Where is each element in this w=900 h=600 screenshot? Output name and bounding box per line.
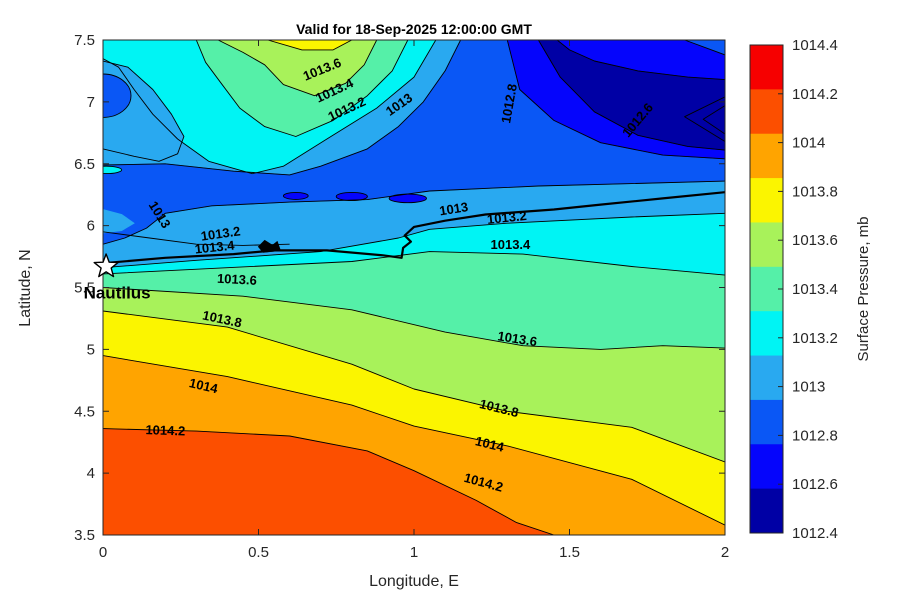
colorbar-block-orange: [750, 133, 783, 179]
contour-label: 1014.2: [145, 422, 185, 438]
contour-line-1012.4: [684, 96, 725, 142]
y-tick-label: 7: [87, 94, 95, 111]
contour-label: 1013.6: [217, 271, 257, 288]
contour-label: 1014: [474, 433, 506, 455]
colorbar-tick-label: 1013: [792, 379, 825, 396]
contour-line-1013.6: [103, 287, 725, 350]
contour-label: 1013.2: [200, 223, 241, 243]
y-tick-label: 4: [87, 465, 95, 482]
x-tick-label: 2: [721, 544, 729, 561]
filled-contour-region-pocket-1012.8-b: [335, 191, 368, 202]
contour-label: 1013.4: [194, 238, 236, 257]
colorbar-tick-label: 1013.2: [792, 330, 838, 347]
colorbar-block-ygreen: [750, 222, 783, 268]
contour-line-1012.4: [702, 105, 725, 135]
y-tick-label: 4.5: [74, 403, 95, 420]
station-label: Nautilus: [84, 284, 151, 303]
contour-line-1013: [103, 40, 462, 176]
colorbar-block-sky: [750, 355, 783, 401]
y-tick-label: 3.5: [74, 527, 95, 544]
y-tick-label: 7.5: [74, 32, 95, 49]
contour-line-1013.2: [103, 212, 725, 269]
colorbar-block-cyan: [750, 311, 783, 357]
contour-label: 1013.4: [491, 237, 532, 252]
contour-line-1013.8: [103, 310, 725, 463]
x-tick-label: 0: [99, 544, 107, 561]
contour-line-1014.2: [103, 428, 555, 535]
colorbar-block-yellow: [750, 178, 783, 223]
filled-contour-region-left-edge-cyan-lens: [103, 165, 123, 175]
contour-line-1012.8: [506, 40, 725, 160]
colorbar-tick-label: 1014: [792, 135, 825, 152]
x-tick-label: 0.5: [248, 544, 269, 561]
colorbar-tick-label: 1012.6: [792, 476, 838, 493]
contour-line-1013.8: [267, 40, 353, 51]
contour-line-1013.2: [103, 40, 437, 175]
contour-line-1012.8: [684, 40, 725, 56]
contour-line-1013.2: [103, 60, 185, 162]
colorbar-title: Surface Pressure, mb: [855, 216, 872, 361]
y-tick-label: 5: [87, 341, 95, 358]
filled-contour-region-pocket-1012.8-a: [282, 191, 309, 200]
colorbar-block-spring: [750, 266, 783, 312]
islet: [257, 239, 281, 253]
contour-label: 1013.6: [496, 328, 538, 349]
contour-label: 1012.8: [498, 83, 520, 125]
x-tick-label: 1.5: [559, 544, 580, 561]
colorbar-block-red: [750, 45, 783, 90]
y-tick-label: 6.5: [74, 156, 95, 173]
contour-line-1014: [103, 355, 725, 526]
contour-label: 1014: [188, 375, 220, 396]
contour-line-1012.6: [556, 40, 725, 81]
axes: 0 0.5 1 1.5 2 7.5 7 6.5 6 5.5 5 4.5 4 3.5: [74, 32, 729, 561]
colorbar-block-pure: [750, 444, 783, 490]
colorbar-tick-label: 1014.2: [792, 86, 838, 103]
x-axis-title: Longitude, E: [369, 573, 459, 590]
y-axis-title: Latitude, N: [17, 249, 34, 326]
colorbar-tick-label: 1014.4: [792, 37, 838, 54]
x-tick-label: 1: [410, 544, 418, 561]
colorbar-tick-label: 1013.8: [792, 183, 838, 200]
filled-contour-region-sky-pocket-left: [103, 209, 135, 234]
y-tick-label: 6: [87, 218, 95, 235]
contour-line-1012.6: [538, 40, 725, 151]
colorbar-tick-label: 1012.8: [792, 427, 838, 444]
colorbar-block-medium: [750, 399, 783, 445]
contour-line-1013: [103, 180, 725, 245]
contour-line-1013.4: [103, 251, 725, 276]
contour-label: 1013.2: [486, 208, 527, 227]
contour-line-1013.2: [103, 231, 290, 246]
contour-label: 1013: [438, 199, 469, 218]
colorbar: 1014.4 1014.2 1014 1013.8 1013.6 1013.4 1013.2…: [749, 37, 838, 542]
colorbar-block-navy: [750, 488, 783, 534]
colorbar-block-orangered: [750, 89, 783, 135]
chart-title: Valid for 18-Sep-2025 12:00:00 GMT: [296, 21, 532, 37]
filled-contour-region-left-edge-low-blob: [103, 73, 132, 118]
coastline: [108, 191, 725, 264]
contour-line-1013.4: [195, 40, 409, 137]
map-overlay: Nautilus: [84, 253, 151, 303]
contour-line-1013.6: [217, 40, 378, 97]
colorbar-tick-label: 1013.4: [792, 281, 838, 298]
y-tick-label: 5.5: [74, 280, 95, 297]
colorbar-tick-label: 1013.6: [792, 232, 838, 249]
colorbar-tick-label: 1012.4: [792, 525, 838, 542]
nautilus-star-marker: [93, 253, 119, 278]
